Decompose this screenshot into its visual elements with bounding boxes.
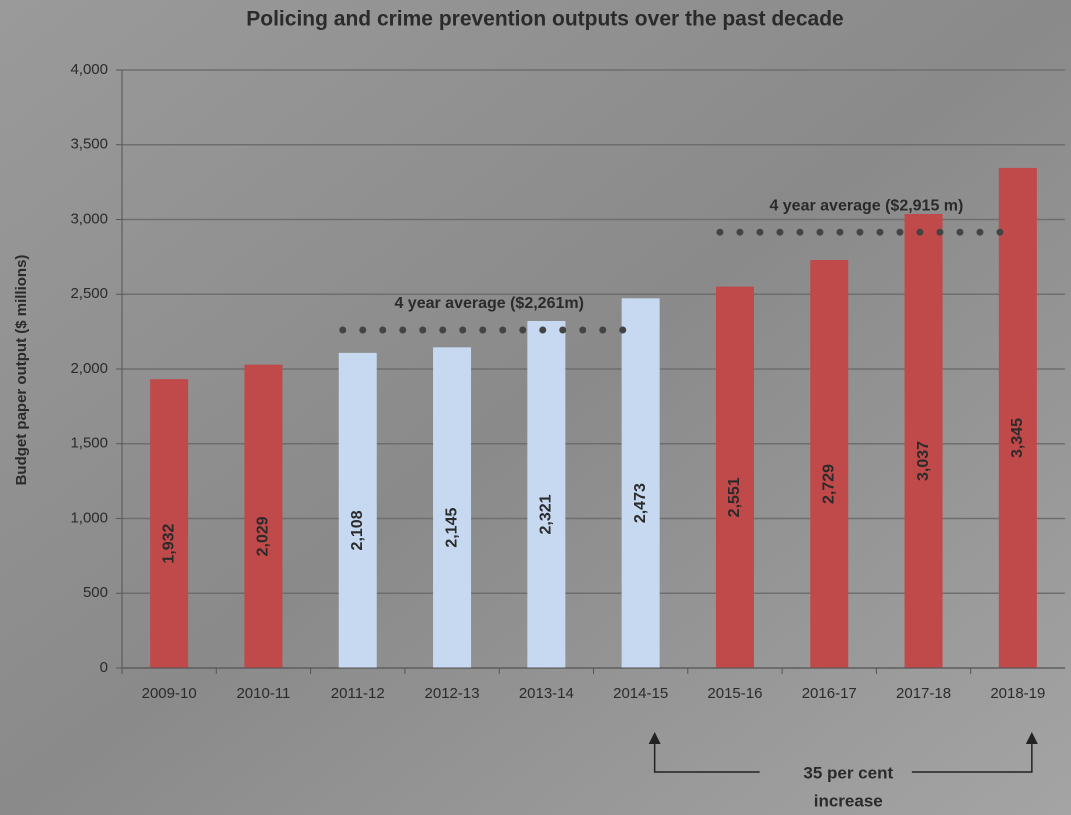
value-label: 1,932: [160, 523, 177, 563]
chart: Policing and crime prevention outputs ov…: [0, 0, 1071, 815]
y-tick-label: 3,500: [70, 136, 108, 153]
x-tick-label: 2014-15: [613, 685, 668, 702]
increase-note: increase: [814, 791, 883, 810]
y-tick-label: 2,000: [70, 360, 108, 377]
x-tick-label: 2018-19: [990, 685, 1045, 702]
x-tick-label: 2016-17: [802, 685, 857, 702]
x-tick-label: 2009-10: [142, 685, 197, 702]
x-tick-label: 2012-13: [425, 685, 480, 702]
value-label: 3,037: [915, 441, 932, 481]
y-tick-label: 1,500: [70, 435, 108, 452]
x-tick-label: 2013-14: [519, 685, 574, 702]
x-tick-label: 2010-11: [236, 685, 290, 702]
y-tick-label: 4,000: [70, 61, 108, 78]
y-tick-label: 3,000: [70, 210, 108, 227]
y-tick-label: 500: [83, 584, 108, 601]
increase-note: 35 per cent: [803, 763, 893, 782]
x-tick-label: 2015-16: [707, 685, 762, 702]
value-label: 3,345: [1009, 418, 1026, 458]
average-label: 4 year average ($2,261m): [394, 295, 583, 312]
y-tick-label: 0: [100, 659, 108, 676]
x-tick-label: 2017-18: [896, 685, 951, 702]
chart-title: Policing and crime prevention outputs ov…: [246, 8, 843, 31]
value-label: 2,729: [820, 464, 837, 504]
y-tick-label: 1,000: [70, 509, 108, 526]
y-tick-label: 2,500: [70, 285, 108, 302]
x-tick-label: 2011-12: [331, 685, 385, 702]
value-label: 2,551: [726, 477, 743, 517]
value-label: 2,029: [255, 516, 272, 556]
y-axis-label: Budget paper output ($ millions): [13, 255, 30, 486]
value-label: 2,145: [443, 508, 460, 548]
value-label: 2,473: [632, 483, 649, 523]
page: {"chart_data": { "type": "bar", "title":…: [0, 0, 1071, 815]
average-label: 4 year average ($2,915 m): [769, 197, 963, 214]
value-label: 2,321: [538, 494, 555, 534]
value-label: 2,108: [349, 510, 366, 550]
